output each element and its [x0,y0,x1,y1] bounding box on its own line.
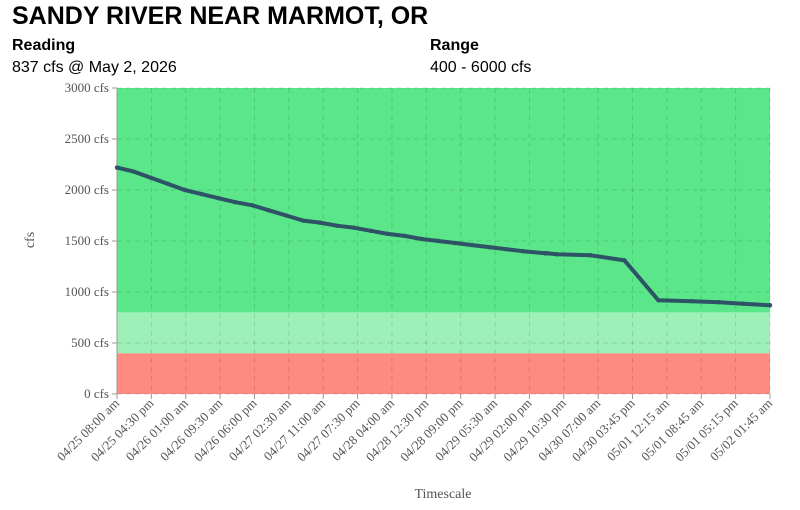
y-axis-ticks: 0 cfs 500 cfs 1000 cfs 1500 cfs 2000 cfs 2500… [65,80,117,401]
data-point-0-9 [267,208,272,213]
y-tick-label-6: 3000 cfs [65,80,109,95]
y-tick-label-1: 500 cfs [71,335,109,350]
flow-series [114,165,773,308]
y-tick-label-3: 1500 cfs [65,233,109,248]
x-axis-title: Timescale [414,487,471,502]
page-title: SANDY RIVER NEAR MARMOT, OR [12,2,429,30]
y-tick-label-2: 1000 cfs [65,284,109,299]
data-point-0-22 [486,244,492,250]
data-point-0-21 [470,242,475,248]
range-label: Range [430,37,479,54]
data-point-0-4 [182,187,187,193]
data-point-0-16 [385,231,390,237]
data-point-0-17 [402,233,407,239]
reading-value: 837 cfs @ May 2, 2026 [12,59,177,76]
band-0 [117,353,770,394]
data-point-0-13 [334,223,340,228]
data-point-0-18 [419,236,424,242]
data-point-0-26 [544,251,549,256]
data-point-0-29 [622,258,627,263]
data-point-0-20 [453,240,458,246]
band-2 [117,88,770,313]
data-point-0-15 [368,228,373,233]
data-point-0-12 [317,220,323,225]
data-point-0-31 [689,298,695,304]
data-point-0-28 [588,253,593,258]
data-point-0-33 [740,301,746,306]
data-point-0-10 [283,213,289,218]
data-point-0-34 [767,303,773,308]
data-point-0-30 [656,297,661,303]
data-point-0-1 [131,169,137,174]
data-point-0-24 [520,249,526,254]
y-tick-label-5: 2500 cfs [65,131,109,146]
data-point-0-23 [503,246,509,252]
data-point-0-7 [233,200,238,205]
y-tick-label-0: 0 cfs [84,386,109,401]
data-point-0-2 [148,175,154,180]
data-point-0-32 [717,300,722,305]
data-point-0-6 [216,195,221,201]
data-point-0-3 [165,181,170,187]
y-tick-label-4: 2000 cfs [65,182,109,197]
data-point-0-0 [114,165,120,170]
data-point-0-5 [199,191,204,197]
y-axis-title: cfs [23,232,38,248]
band-1 [117,312,770,354]
data-point-0-19 [436,238,441,244]
data-point-0-27 [554,252,560,257]
data-point-0-11 [300,218,306,223]
data-point-0-8 [250,203,255,208]
range-value: 400 - 6000 cfs [430,59,532,76]
reading-label: Reading [12,37,76,54]
data-point-0-14 [351,225,357,230]
